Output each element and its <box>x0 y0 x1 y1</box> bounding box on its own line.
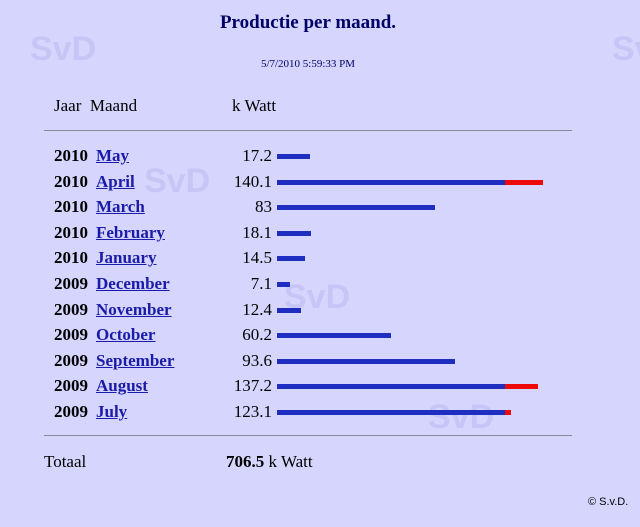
table-row: 2009 November 12.4 <box>0 300 640 324</box>
row-value: 140.1 <box>233 171 272 191</box>
row-value: 18.1 <box>242 222 272 242</box>
bar-segment <box>277 205 435 211</box>
month-link[interactable]: October <box>96 325 156 345</box>
table-row: 2010 May 17.2 <box>0 146 640 170</box>
total-value: 706.5 k Watt <box>226 452 313 472</box>
bottom-divider <box>44 435 572 436</box>
timestamp: 5/7/2010 5:59:33 PM <box>260 58 356 70</box>
row-value: 17.2 <box>242 146 272 165</box>
bar-segment <box>277 256 305 262</box>
row-value: 123.1 <box>233 402 272 421</box>
table-row: 2009 August 137.2 <box>0 376 640 400</box>
copyright: © S.v.D. <box>588 496 629 508</box>
row-year: 2010 <box>54 248 88 268</box>
row-year: 2010 <box>54 146 88 165</box>
month-link[interactable]: July <box>96 402 128 421</box>
total-label: Totaal <box>44 452 87 471</box>
total-number: 706.5 <box>226 452 265 471</box>
bar-over-segment <box>505 179 544 185</box>
row-value: 60.2 <box>242 325 272 345</box>
row-value: 93.6 <box>242 350 272 370</box>
row-year: 2010 <box>54 171 88 191</box>
table-row: 2010 January 14.5 <box>0 248 640 272</box>
production-bar <box>277 256 305 262</box>
table-row: 2009 October 60.2 <box>0 325 640 349</box>
production-bar <box>277 179 544 185</box>
production-bar <box>277 230 312 236</box>
row-year: 2009 <box>54 350 88 370</box>
bar-segment <box>277 358 455 364</box>
production-bar <box>277 307 301 313</box>
total-unit: k Watt <box>264 452 313 471</box>
bar-segment <box>277 282 291 287</box>
row-year: 2009 <box>54 274 88 293</box>
row-year: 2010 <box>54 222 88 242</box>
month-link[interactable]: August <box>96 376 148 396</box>
month-link[interactable]: April <box>96 171 135 191</box>
row-year: 2009 <box>54 402 88 421</box>
bar-over-segment <box>505 384 538 390</box>
header-unit: k Watt <box>232 96 277 115</box>
header-year-month: Jaar Maand <box>54 96 138 115</box>
production-bar <box>277 410 511 415</box>
bar-segment <box>277 333 392 339</box>
bar-segment <box>277 179 505 185</box>
table-row: 2010 February 18.1 <box>0 223 640 247</box>
table-row: 2010 March 83 <box>0 197 640 221</box>
bar-segment <box>277 410 505 415</box>
watermark: SvD <box>612 30 640 68</box>
bar-segment <box>277 154 310 159</box>
month-link[interactable]: January <box>96 248 157 268</box>
bar-over-segment <box>505 410 511 415</box>
row-year: 2010 <box>54 197 88 217</box>
production-bar <box>277 333 392 339</box>
row-year: 2009 <box>54 325 88 345</box>
month-link[interactable]: December <box>96 274 170 293</box>
row-value: 14.5 <box>242 248 272 268</box>
table-row: 2010 April 140.1 <box>0 172 640 196</box>
production-bar <box>277 154 310 159</box>
bar-segment <box>277 307 301 313</box>
top-divider <box>44 130 572 131</box>
bar-segment <box>277 230 312 236</box>
row-year: 2009 <box>54 376 88 396</box>
row-value: 12.4 <box>242 299 272 319</box>
row-value: 7.1 <box>250 274 272 293</box>
month-link[interactable]: September <box>96 350 175 370</box>
production-bar <box>277 205 435 211</box>
table-row: 2009 July 123.1 <box>0 402 640 426</box>
row-year: 2009 <box>54 299 88 319</box>
production-bar <box>277 282 291 287</box>
month-link[interactable]: November <box>96 299 172 319</box>
table-row: 2009 September 93.6 <box>0 351 640 375</box>
month-link[interactable]: May <box>96 146 130 165</box>
row-value: 83 <box>255 197 272 217</box>
month-link[interactable]: February <box>96 222 165 242</box>
production-bar <box>277 384 538 390</box>
production-bar <box>277 358 455 364</box>
table-row: 2009 December 7.1 <box>0 274 640 298</box>
month-link[interactable]: March <box>96 197 145 217</box>
row-value: 137.2 <box>233 376 272 396</box>
page-title: Productie per maand. <box>219 12 397 33</box>
bar-segment <box>277 384 505 390</box>
